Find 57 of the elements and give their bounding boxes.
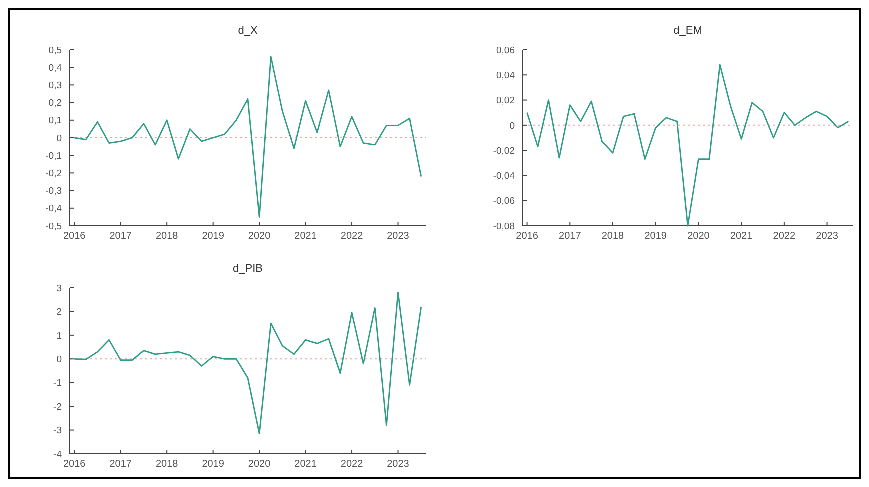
y-tick-label: 0,04 [496, 70, 515, 82]
x-tick-label: 2022 [340, 459, 364, 470]
y-tick-label: -0,3 [46, 186, 62, 198]
x-tick-label: 2019 [202, 459, 225, 470]
line-series [74, 56, 422, 218]
chart-title: d_X [238, 25, 258, 37]
x-tick-label: 2019 [644, 231, 668, 242]
line-series [74, 292, 422, 435]
x-tick-label: 2021 [294, 231, 318, 242]
x-tick-label: 2018 [156, 459, 179, 470]
x-tick-label: 2023 [387, 459, 410, 470]
x-tick-label: 2018 [602, 231, 625, 242]
x-tick-label: 2021 [730, 231, 754, 242]
x-tick-label: 2016 [64, 459, 86, 470]
x-tick-label: 2021 [294, 459, 318, 470]
y-tick-label: 0,02 [496, 96, 515, 107]
y-tick-label: 0 [56, 133, 62, 144]
chart-title: d_PIB [233, 263, 263, 275]
y-tick-label: -2 [54, 402, 62, 413]
y-tick-label: 0,1 [48, 116, 62, 127]
y-tick-label: -1 [54, 378, 62, 390]
y-tick-label: 0,4 [48, 62, 62, 74]
y-tick-label: -0,2 [46, 168, 62, 180]
x-tick-label: 2023 [387, 231, 410, 242]
y-tick-label: 0,3 [48, 80, 62, 92]
y-tick-label: 0 [510, 120, 515, 132]
x-tick-label: 2016 [516, 231, 539, 242]
y-tick-label: 2 [56, 307, 62, 318]
x-tick-label: 2020 [248, 231, 272, 242]
x-tick-label: 2019 [202, 231, 225, 242]
x-tick-label: 2020 [688, 231, 710, 242]
y-tick-label: -0,02 [493, 146, 515, 157]
y-tick-label: 0,06 [496, 45, 515, 56]
x-tick-label: 2022 [773, 231, 796, 242]
y-tick-label: 0 [56, 354, 62, 366]
line-series [526, 64, 850, 227]
y-tick-label: 0,2 [48, 98, 62, 110]
y-tick-label: -4 [54, 449, 62, 460]
y-tick-label: 3 [56, 283, 62, 294]
x-tick-label: 2017 [110, 459, 132, 470]
y-tick-label: -0,5 [46, 221, 62, 232]
y-tick-label: -0,04 [493, 171, 515, 182]
y-tick-label: -0,4 [46, 204, 62, 215]
x-tick-label: 2016 [64, 231, 86, 242]
chart-title: d_EM [674, 25, 702, 37]
y-tick-label: -0,08 [493, 221, 515, 232]
y-tick-label: 0,5 [48, 45, 62, 56]
x-tick-label: 2022 [340, 231, 364, 242]
x-tick-label: 2023 [816, 231, 839, 242]
y-tick-label: -0,1 [46, 150, 62, 162]
x-tick-label: 2017 [559, 231, 582, 242]
y-tick-label: -3 [54, 426, 62, 437]
x-tick-label: 2018 [156, 231, 179, 242]
y-tick-label: -0,06 [493, 196, 515, 208]
y-tick-label: 1 [56, 330, 62, 342]
x-tick-label: 2020 [248, 459, 272, 470]
x-tick-label: 2017 [110, 231, 132, 242]
